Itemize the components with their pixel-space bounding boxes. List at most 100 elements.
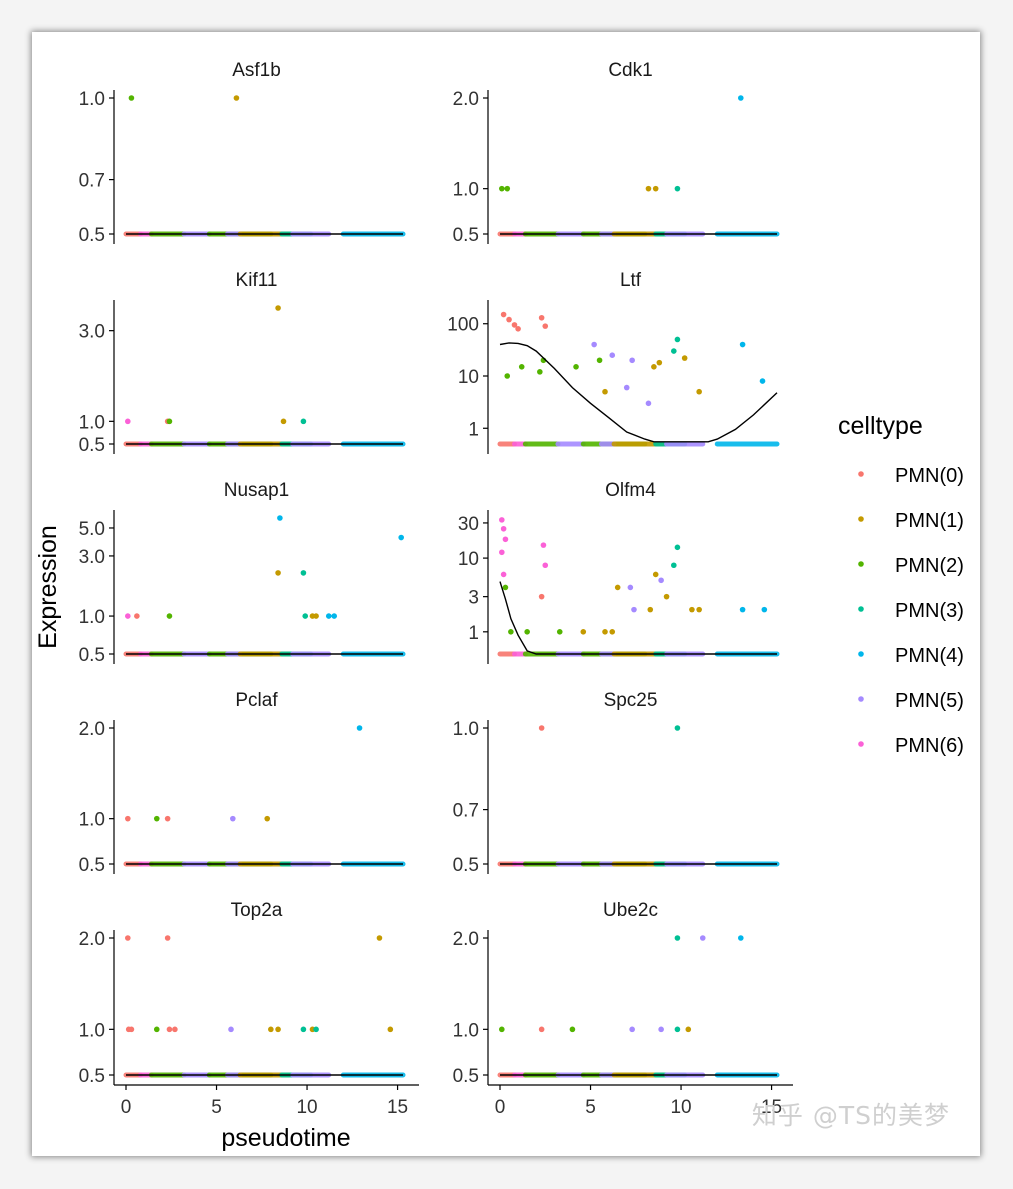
legend-swatch [858,471,864,477]
y-tick-label: 1.0 [79,1020,105,1041]
data-point [739,341,746,348]
panel-title-nusap1: Nusap1 [224,480,290,501]
data-point [602,388,608,395]
data-point [524,629,530,635]
data-point [166,418,173,425]
legend-swatch [858,516,864,522]
panel-title-kif11: Kif11 [236,270,278,291]
data-point [325,613,332,619]
data-point [502,536,509,543]
data-point [125,815,131,822]
data-point [538,314,545,321]
y-tick-label: 3.0 [79,322,105,343]
trend-line [499,342,778,443]
y-tick-label: 2.0 [79,929,105,950]
data-point [230,815,236,822]
panel-title-ube2c: Ube2c [603,900,658,921]
data-point [153,1026,160,1033]
data-point [658,577,664,584]
data-point [761,606,768,613]
data-point [674,336,681,343]
legend-label: PMN(6) [895,735,964,757]
watermark: 知乎 @TS的美梦 [751,1101,950,1130]
y-tick-label: 10 [458,367,479,388]
y-tick-label: 3 [468,588,479,609]
data-point [656,359,663,366]
data-point [302,613,309,619]
data-point [313,1026,319,1033]
y-tick-label: 0.7 [453,801,479,822]
panel-title-pclaf: Pclaf [235,690,278,711]
y-tick-label: 1.0 [79,810,105,831]
panel-title-top2a: Top2a [231,900,283,921]
data-point [645,400,652,407]
data-point [331,613,338,619]
data-point [172,1026,178,1033]
data-point [651,363,657,370]
data-point [376,935,383,941]
data-point [538,593,545,600]
y-tick-label: 0.7 [79,171,105,192]
y-tick-label: 2.0 [79,719,105,740]
y-tick-label: 5.0 [79,519,105,540]
data-point [275,570,281,576]
data-point [623,384,630,391]
data-point [134,613,140,619]
data-point [602,629,608,635]
data-point [153,815,160,822]
data-point [537,369,543,375]
data-point [652,185,659,192]
data-point [164,815,171,822]
y-tick-label: 100 [447,315,479,336]
data-point [569,1026,576,1033]
legend-label: PMN(4) [895,645,964,667]
legend-swatch [858,696,864,702]
legend-label: PMN(2) [895,555,964,577]
data-point [609,629,616,635]
legend-label: PMN(1) [895,510,964,532]
y-tick-label: 0.5 [79,1066,105,1087]
data-point [128,95,135,101]
data-point [759,378,766,384]
data-point [500,311,507,318]
data-point [696,388,702,395]
data-point [499,517,505,523]
data-point [128,1026,135,1033]
y-tick-label: 1 [468,419,479,440]
y-tick-label: 3.0 [79,547,105,568]
data-point [398,534,404,541]
figure-card: Asf1b 0.5 0.7 1.0 Cdk1 0.5 1.0 2.0 Kif11 0.5 1.0 3.… [32,32,980,1156]
y-axis-title: Expression [34,525,62,649]
y-tick-label: 2.0 [453,89,479,110]
data-point [629,1026,635,1033]
data-point [580,629,587,635]
data-point [277,515,283,521]
y-tick-label: 0.5 [79,435,105,456]
y-tick-label: 0.5 [453,1066,479,1087]
data-point [499,185,505,192]
data-point [313,613,319,619]
y-tick-label: 1.0 [79,89,105,110]
data-point [300,570,307,576]
x-tick-label: 5 [585,1097,596,1118]
data-point [515,325,521,332]
x-tick-label: 5 [211,1097,222,1118]
data-point [609,352,616,359]
data-point [674,1026,681,1033]
panel-title-spc25: Spc25 [604,690,658,711]
data-point [674,544,681,551]
y-tick-label: 1.0 [79,607,105,628]
legend-swatch [858,561,864,567]
data-point [614,584,621,591]
data-point [518,363,525,370]
data-point [125,935,131,941]
data-point [671,348,677,354]
data-point [627,584,634,591]
data-point [556,629,563,635]
data-point [166,613,173,619]
data-point [511,322,518,328]
data-point [629,357,635,364]
y-tick-label: 0.5 [453,855,479,876]
y-tick-label: 0.5 [79,645,105,666]
y-tick-label: 0.5 [453,225,479,246]
